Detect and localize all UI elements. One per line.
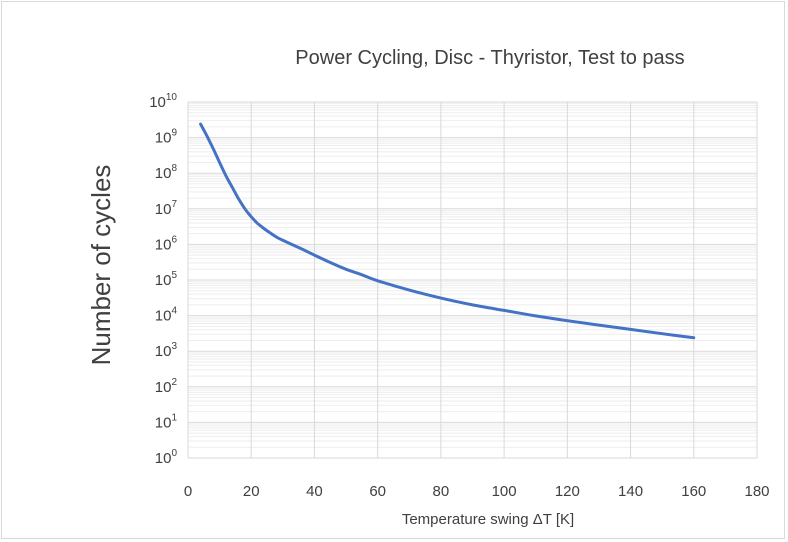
y-tick-label: 109 — [155, 128, 178, 147]
x-tick-label: 100 — [492, 483, 517, 500]
y-tick-label: 101 — [155, 412, 178, 431]
x-tick-label: 80 — [433, 483, 450, 500]
y-tick-label: 100 — [155, 448, 178, 467]
x-axis-label: Temperature swing ΔT [K] — [402, 511, 574, 528]
y-tick-label: 102 — [155, 377, 178, 396]
x-tick-labels: 0 20 40 60 80 100 120 140 160 180 — [184, 483, 770, 500]
series-group — [199, 122, 696, 340]
x-tick-label: 60 — [369, 483, 386, 500]
y-tick-label: 108 — [155, 163, 178, 182]
chart-title: Power Cycling, Disc - Thyristor, Test to… — [295, 47, 684, 69]
x-tick-label: 160 — [681, 483, 706, 500]
series-line — [199, 122, 696, 340]
x-tick-label: 40 — [306, 483, 323, 500]
x-tick-label: 20 — [243, 483, 260, 500]
y-tick-label: 107 — [155, 199, 178, 218]
x-tick-label: 0 — [184, 483, 192, 500]
major-gridlines — [187, 101, 758, 459]
x-tick-label: 180 — [744, 483, 769, 500]
y-tick-label: 104 — [155, 306, 178, 325]
y-tick-label: 106 — [155, 234, 178, 253]
y-tick-label: 103 — [155, 341, 178, 360]
y-tick-label: 1010 — [149, 92, 177, 111]
y-axis-label: Number of cycles — [86, 165, 116, 366]
y-tick-labels: 100 101 102 103 104 105 106 107 108 109 1010 — [149, 92, 177, 467]
y-tick-label: 105 — [155, 270, 178, 289]
x-tick-label: 140 — [618, 483, 643, 500]
minor-gridlines — [188, 103, 757, 448]
x-tick-label: 120 — [555, 483, 580, 500]
